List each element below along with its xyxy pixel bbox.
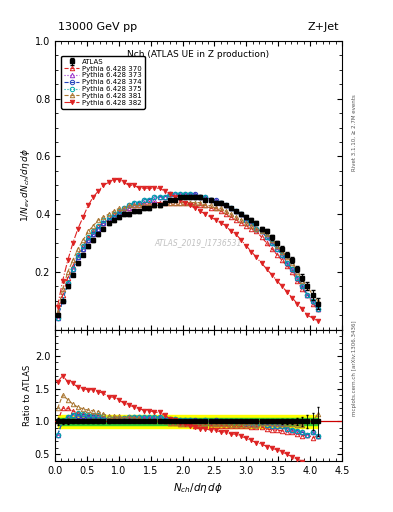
Line: Pythia 6.428 381: Pythia 6.428 381 [55,200,320,314]
Pythia 6.428 375 [229,205,233,211]
Pythia 6.428 373 [183,191,187,197]
Pythia 6.428 370 [300,286,305,292]
Pythia 6.428 370 [152,200,157,206]
Y-axis label: $1/N_{ev}\,dN_{ch}/d\eta\,d\phi$: $1/N_{ev}\,dN_{ch}/d\eta\,d\phi$ [19,148,32,222]
Pythia 6.428 382 [219,220,223,226]
Pythia 6.428 370 [219,208,223,215]
Pythia 6.428 373 [300,283,305,289]
Pythia 6.428 374 [219,200,223,206]
Pythia 6.428 381 [147,202,152,208]
Pythia 6.428 374 [315,306,320,312]
Pythia 6.428 374 [183,191,187,197]
Pythia 6.428 370 [75,251,80,258]
Text: ATLAS_2019_I1736531: ATLAS_2019_I1736531 [155,239,242,247]
Pythia 6.428 375 [75,251,80,258]
Pythia 6.428 382 [229,228,233,234]
Pythia 6.428 381 [75,246,80,252]
Text: Rivet 3.1.10, ≥ 2.7M events: Rivet 3.1.10, ≥ 2.7M events [352,95,357,172]
Pythia 6.428 375 [147,197,152,203]
Pythia 6.428 373 [315,306,320,312]
Pythia 6.428 381 [315,297,320,304]
Line: Pythia 6.428 370: Pythia 6.428 370 [55,200,320,317]
Pythia 6.428 373 [167,191,172,197]
Text: 13000 GeV pp: 13000 GeV pp [58,23,137,32]
Pythia 6.428 375 [183,191,187,197]
Pythia 6.428 370 [55,312,60,318]
Pythia 6.428 370 [142,200,147,206]
Pythia 6.428 373 [229,205,233,211]
Pythia 6.428 381 [219,205,223,211]
Pythia 6.428 373 [75,254,80,261]
Line: Pythia 6.428 382: Pythia 6.428 382 [55,177,320,323]
X-axis label: $N_{ch}/d\eta\,d\phi$: $N_{ch}/d\eta\,d\phi$ [173,481,224,495]
Pythia 6.428 382 [315,318,320,324]
Pythia 6.428 374 [300,283,305,289]
Line: Pythia 6.428 374: Pythia 6.428 374 [55,191,320,321]
Pythia 6.428 375 [55,315,60,321]
Pythia 6.428 382 [152,185,157,191]
Text: mcplots.cern.ch [arXiv:1306.3436]: mcplots.cern.ch [arXiv:1306.3436] [352,321,357,416]
Pythia 6.428 373 [147,197,152,203]
Pythia 6.428 373 [55,315,60,321]
Legend: ATLAS, Pythia 6.428 370, Pythia 6.428 373, Pythia 6.428 374, Pythia 6.428 375, P: ATLAS, Pythia 6.428 370, Pythia 6.428 37… [61,56,145,109]
Pythia 6.428 370 [229,214,233,220]
Pythia 6.428 382 [183,200,187,206]
Pythia 6.428 381 [300,278,305,284]
Y-axis label: Ratio to ATLAS: Ratio to ATLAS [23,365,32,426]
Pythia 6.428 374 [167,191,172,197]
Pythia 6.428 382 [75,225,80,231]
Pythia 6.428 370 [315,306,320,312]
Pythia 6.428 373 [219,200,223,206]
Pythia 6.428 374 [147,197,152,203]
Pythia 6.428 375 [300,283,305,289]
Pythia 6.428 382 [111,177,116,183]
Line: Pythia 6.428 375: Pythia 6.428 375 [55,191,320,321]
Pythia 6.428 381 [162,200,167,206]
Pythia 6.428 374 [75,254,80,261]
Pythia 6.428 382 [55,304,60,310]
Pythia 6.428 370 [183,200,187,206]
Pythia 6.428 374 [229,205,233,211]
Pythia 6.428 381 [55,309,60,315]
Pythia 6.428 375 [167,191,172,197]
Pythia 6.428 374 [55,315,60,321]
Text: Nch (ATLAS UE in Z production): Nch (ATLAS UE in Z production) [127,50,270,58]
Line: Pythia 6.428 373: Pythia 6.428 373 [55,191,320,321]
Pythia 6.428 375 [315,306,320,312]
Pythia 6.428 381 [229,211,233,217]
Pythia 6.428 375 [219,200,223,206]
Pythia 6.428 381 [183,200,187,206]
Text: Z+Jet: Z+Jet [308,23,339,32]
Pythia 6.428 382 [300,306,305,312]
